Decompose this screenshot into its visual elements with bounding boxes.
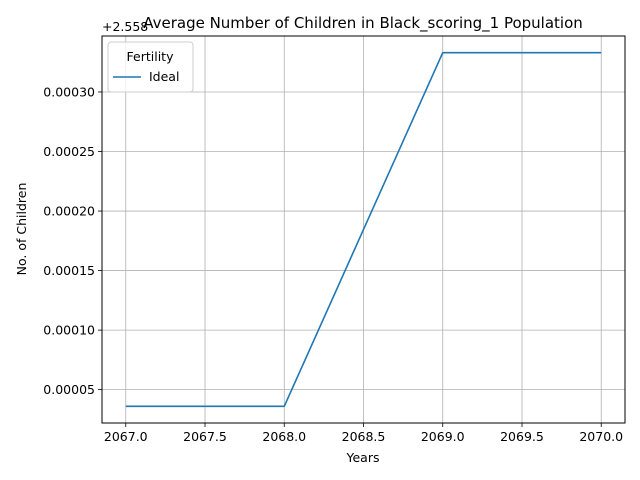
x-axis-title: Years <box>346 450 380 465</box>
chart-title: Average Number of Children in Black_scor… <box>143 14 583 33</box>
x-tick-label: 2068.0 <box>262 429 306 444</box>
series-layer <box>125 51 602 408</box>
y-tick-label: 0.00030 <box>43 84 95 99</box>
y-tick-label: 0.00020 <box>43 204 95 219</box>
x-tick-label: 2068.5 <box>342 429 386 444</box>
y-tick-label: 0.00010 <box>43 323 95 338</box>
x-tick-label: 2067.0 <box>104 429 148 444</box>
ticks: 2067.0 2067.5 2068.0 2068.5 2069.0 2069.5 2070… <box>43 84 623 444</box>
legend-box <box>107 41 194 93</box>
y-tick-label: 0.00025 <box>43 144 95 159</box>
y-tick-label: 0.00015 <box>43 263 95 278</box>
x-tick-label: 2067.5 <box>183 429 227 444</box>
series-line-ideal <box>125 51 602 408</box>
y-offset-label: +2.558 <box>102 19 148 34</box>
legend-label-ideal: Ideal <box>149 69 179 84</box>
y-tick-label: 0.00005 <box>43 382 95 397</box>
legend: Fertility Ideal <box>107 41 194 93</box>
legend-title: Fertility <box>127 49 175 64</box>
x-tick-label: 2069.5 <box>500 429 544 444</box>
grid <box>102 36 625 423</box>
x-tick-label: 2069.0 <box>421 429 465 444</box>
y-axis-title: No. of Children <box>14 183 29 276</box>
x-tick-label: 2070.0 <box>579 429 623 444</box>
